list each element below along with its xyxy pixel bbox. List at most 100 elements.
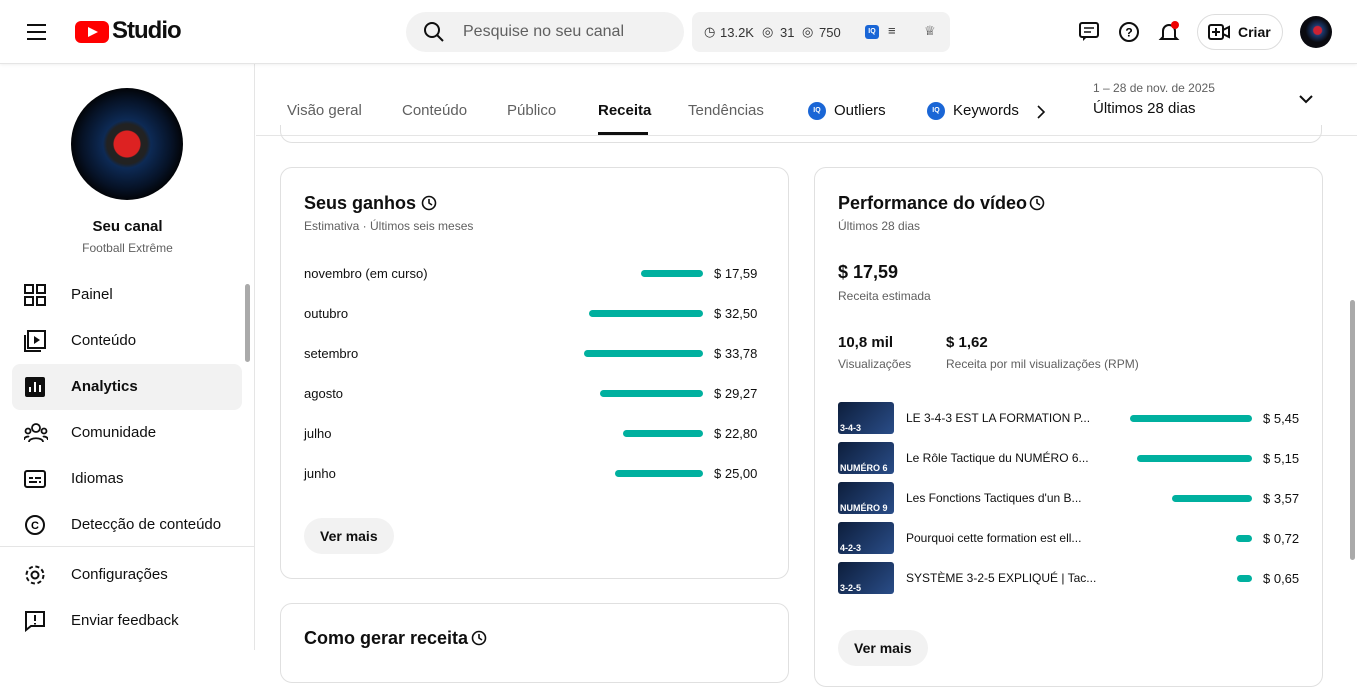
earnings-bar (622, 430, 703, 437)
video-revenue-value: $ 5,15 (1263, 451, 1300, 466)
video-performance-card: Performance do vídeo Últimos 28 dias $ 1… (814, 167, 1323, 687)
sidebar-scrollbar[interactable] (245, 284, 250, 362)
tab-receita[interactable]: Receita (598, 102, 652, 119)
estimated-revenue-label: Receita estimada (838, 289, 931, 303)
channel-avatar[interactable] (71, 88, 183, 200)
tab-conteudo[interactable]: Conteúdo (402, 102, 468, 119)
video-revenue-bar (1172, 495, 1252, 502)
search-icon (424, 22, 444, 42)
video-revenue-bar (1129, 415, 1252, 422)
tab-keywords[interactable]: Keywords (953, 102, 1019, 119)
content-icon (24, 330, 46, 352)
video-title[interactable]: SYSTÈME 3-2-5 EXPLIQUÉ | Tac... (906, 571, 1097, 585)
analytics-tabs: Visão geral Conteúdo Público Receita Ten… (256, 64, 1357, 136)
tab-publico[interactable]: Público (507, 102, 557, 119)
see-more-button[interactable]: Ver mais (304, 518, 394, 554)
date-range-label[interactable]: Últimos 28 dias (1093, 100, 1196, 117)
analytics-icon (25, 377, 45, 397)
chevron-down-icon[interactable] (1298, 94, 1314, 104)
month-label: setembro (304, 346, 359, 361)
video-thumbnail[interactable]: 3-4-3 (838, 402, 894, 434)
month-label: junho (304, 466, 336, 481)
sidebar-item-deteccao[interactable]: C Detecção de conteúdo (12, 502, 242, 548)
account-avatar[interactable] (1300, 16, 1332, 48)
earnings-bar (588, 310, 703, 317)
sidebar-item-analytics[interactable]: Analytics (12, 364, 242, 410)
video-thumbnail[interactable]: NUMÉRO 6 (838, 442, 894, 474)
tab-visao-geral[interactable]: Visão geral (287, 102, 362, 119)
earnings-value: $ 29,27 (714, 386, 758, 401)
sidebar-item-idiomas[interactable]: Idiomas (12, 456, 242, 502)
search-placeholder: Pesquise no seu canal (463, 23, 624, 40)
month-label: agosto (304, 386, 344, 401)
list-icon[interactable]: ≡ (888, 23, 896, 38)
tab-tendencias[interactable]: Tendências (688, 102, 764, 119)
video-revenue-value: $ 0,65 (1263, 571, 1300, 586)
video-revenue-bar (1235, 535, 1252, 542)
video-thumbnail[interactable]: 4-2-3 (838, 522, 894, 554)
stats-widget[interactable]: ◷ 13.2K ◎ 31 ◎ 750 IQ ≡ ♕ (692, 12, 950, 52)
menu-icon[interactable] (26, 22, 48, 42)
video-thumbnail[interactable]: 3-2-5 (838, 562, 894, 594)
see-more-button[interactable]: Ver mais (838, 630, 928, 666)
feedback-icon (25, 611, 45, 632)
history-icon[interactable] (471, 630, 487, 646)
sidebar-item-conteudo[interactable]: Conteúdo (12, 318, 242, 364)
sidebar-nav: Painel Conteúdo Analytics Comunidade Idi… (0, 272, 243, 544)
video-title[interactable]: Le Rôle Tactique du NUMÉRO 6... (906, 451, 1089, 465)
video-add-icon (1208, 24, 1230, 40)
search-input[interactable]: Pesquise no seu canal (406, 12, 684, 52)
community-icon (24, 423, 48, 443)
notifications-icon[interactable] (1158, 20, 1182, 44)
video-title[interactable]: LE 3-4-3 EST LA FORMATION P... (906, 411, 1091, 425)
chevron-right-icon[interactable] (1036, 104, 1046, 120)
clock-icon: ◷ (704, 24, 716, 39)
views-value: 10,8 mil (838, 334, 894, 351)
how-to-earn-card: Como gerar receita (280, 603, 789, 683)
sidebar-item-comunidade[interactable]: Comunidade (12, 410, 242, 456)
earnings-bar (615, 470, 703, 477)
trophy-icon[interactable]: ♕ (924, 23, 936, 38)
channel-handle: Football Extrême (82, 241, 173, 255)
rpm-value: $ 1,62 (946, 334, 988, 351)
earnings-value: $ 33,78 (714, 346, 758, 361)
studio-logo-text[interactable]: Studio (112, 17, 182, 44)
comments-icon[interactable] (1078, 21, 1100, 43)
vidiq-icon[interactable]: IQ (865, 25, 879, 39)
help-icon[interactable]: ? (1118, 21, 1140, 43)
earnings-bar (599, 390, 703, 397)
channel-name: Seu canal (92, 218, 163, 235)
eye-icon: ◎ (762, 24, 774, 39)
history-icon[interactable] (421, 195, 437, 211)
earnings-card: Seus ganhos Estimativa · Últimos seis me… (280, 167, 789, 579)
views-label: Visualizações (838, 357, 912, 371)
create-button[interactable]: Criar (1197, 14, 1283, 50)
sidebar: Seu canal Football Extrême Painel Conteú… (0, 64, 255, 650)
main-scrollbar[interactable] (1350, 300, 1355, 560)
video-revenue-value: $ 0,72 (1263, 531, 1300, 546)
video-thumbnail[interactable]: NUMÉRO 9 (838, 482, 894, 514)
earnings-title: Seus ganhos (304, 193, 417, 213)
svg-text:C: C (31, 520, 39, 532)
video-revenue-value: $ 3,57 (1263, 491, 1300, 506)
gear-icon (25, 565, 45, 585)
subtitles-icon (24, 470, 46, 488)
youtube-logo-icon[interactable] (75, 21, 109, 43)
tab-outliers[interactable]: Outliers (834, 102, 886, 119)
month-label: novembro (em curso) (304, 266, 428, 281)
sidebar-item-configuracoes[interactable]: Configurações (12, 552, 242, 598)
earnings-value: $ 32,50 (714, 306, 758, 321)
sidebar-item-painel[interactable]: Painel (12, 272, 242, 318)
video-title[interactable]: Les Fonctions Tactiques d'un B... (906, 491, 1082, 505)
estimated-revenue-value: $ 17,59 (838, 262, 899, 282)
rpm-label: Receita por mil visualizações (RPM) (946, 357, 1139, 371)
svg-text:?: ? (1125, 26, 1132, 40)
date-range-text[interactable]: 1 – 28 de nov. de 2025 (1093, 81, 1215, 95)
watch-time-stat: 13.2K (720, 25, 754, 40)
video-revenue-value: $ 5,45 (1263, 411, 1300, 426)
video-title[interactable]: Pourquoi cette formation est ell... (906, 531, 1082, 545)
month-label: outubro (304, 306, 349, 321)
sidebar-item-feedback[interactable]: Enviar feedback (12, 598, 242, 644)
earnings-subtitle: Estimativa · Últimos seis meses (304, 219, 474, 233)
history-icon[interactable] (1029, 195, 1045, 211)
